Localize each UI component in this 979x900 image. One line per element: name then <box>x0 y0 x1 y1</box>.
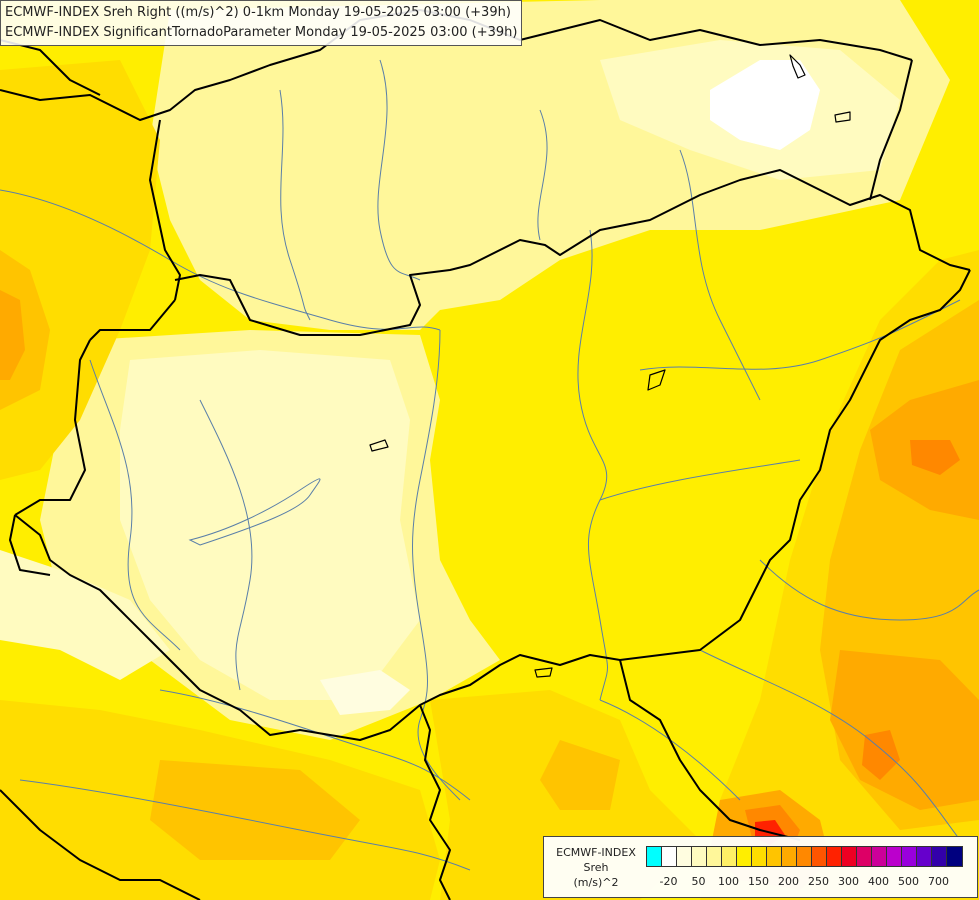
river-danube-south <box>412 329 461 801</box>
legend-swatch <box>662 847 677 866</box>
legend-tick-label: 300 <box>838 875 859 888</box>
river-sava <box>19 779 471 871</box>
river-south-1 <box>599 699 741 801</box>
legend-swatch <box>722 847 737 866</box>
legend-tick-label: 500 <box>898 875 919 888</box>
river-north-2 <box>377 59 421 281</box>
legend-tick-label: 700 <box>928 875 949 888</box>
river-west-1 <box>89 359 181 651</box>
legend-tick-label: -20 <box>659 875 678 888</box>
legend-swatch <box>797 847 812 866</box>
legend-colorbar <box>646 846 963 867</box>
river-southeast <box>759 559 979 621</box>
legend-swatch <box>767 847 782 866</box>
legend-swatch <box>887 847 902 866</box>
legend-swatch <box>872 847 887 866</box>
legend-swatch <box>737 847 752 866</box>
border-croatia-serbia <box>419 704 451 900</box>
legend-tick-label: 200 <box>778 875 799 888</box>
river-east-1 <box>639 299 961 371</box>
river-northeast <box>679 149 761 401</box>
river-south-2 <box>699 649 961 841</box>
legend-tick-label: 100 <box>718 875 739 888</box>
field-pale-west <box>120 350 420 700</box>
river-lake-balaton <box>188 478 321 546</box>
field-orange-dark-east <box>910 440 960 475</box>
river-east-2 <box>599 459 801 501</box>
legend-tick-labels: -20 50 100 150 200 250 300 400 500 700 <box>646 875 976 891</box>
legend-tick-label: 250 <box>808 875 829 888</box>
legend-swatch <box>692 847 707 866</box>
legend-title-line-1: ECMWF-INDEX <box>556 846 636 859</box>
legend-tick-label: 150 <box>748 875 769 888</box>
legend-swatch <box>812 847 827 866</box>
legend-swatch <box>707 847 722 866</box>
title-line-1: ECMWF-INDEX Sreh Right ((m/s)^2) 0-1km M… <box>5 5 511 20</box>
legend-title-line-2: Sreh <box>583 861 609 874</box>
border-czech-slovakia <box>149 119 181 301</box>
legend-swatch <box>947 847 962 866</box>
river-north-1 <box>279 89 311 321</box>
river-drava <box>159 689 471 801</box>
legend-swatch <box>647 847 662 866</box>
field-orange-dark-west <box>0 290 25 380</box>
border-southwest <box>0 789 201 900</box>
border-serbia-romania <box>619 659 801 841</box>
field-orange-southwest <box>150 760 360 860</box>
border-ukraine <box>869 59 913 201</box>
legend-swatch <box>902 847 917 866</box>
field-orange-dark-southeast <box>862 730 900 780</box>
field-orange-southeast <box>830 650 979 810</box>
legend-swatch <box>917 847 932 866</box>
legend-title-line-3: (m/s)^2 <box>573 876 619 889</box>
legend-swatch <box>782 847 797 866</box>
legend-swatch <box>857 847 872 866</box>
legend-title: ECMWF-INDEX Sreh (m/s)^2 <box>548 845 644 890</box>
title-line-2: ECMWF-INDEX SignificantTornadoParameter … <box>5 25 518 40</box>
border-west <box>14 339 91 516</box>
field-white-lake <box>320 670 410 715</box>
map-title-box: ECMWF-INDEX Sreh Right ((m/s)^2) 0-1km M… <box>0 0 523 46</box>
river-west-2 <box>199 399 253 691</box>
color-legend: ECMWF-INDEX Sreh (m/s)^2 -20 50 100 150 200 2… <box>543 836 978 898</box>
legend-tick-label: 400 <box>868 875 889 888</box>
field-orange-bottom <box>540 740 620 810</box>
legend-swatch <box>932 847 947 866</box>
border-austria <box>9 299 176 576</box>
legend-tick-label: 50 <box>691 875 706 888</box>
border-hungary-north <box>174 169 971 336</box>
field-white-northeast <box>710 60 820 150</box>
border-hungary-east <box>14 269 971 741</box>
legend-swatch <box>752 847 767 866</box>
field-pale-southwest <box>0 550 170 680</box>
legend-swatch <box>827 847 842 866</box>
river-north-3 <box>537 109 548 241</box>
legend-swatch <box>842 847 857 866</box>
border-lake-small <box>369 54 851 678</box>
legend-swatch <box>677 847 692 866</box>
